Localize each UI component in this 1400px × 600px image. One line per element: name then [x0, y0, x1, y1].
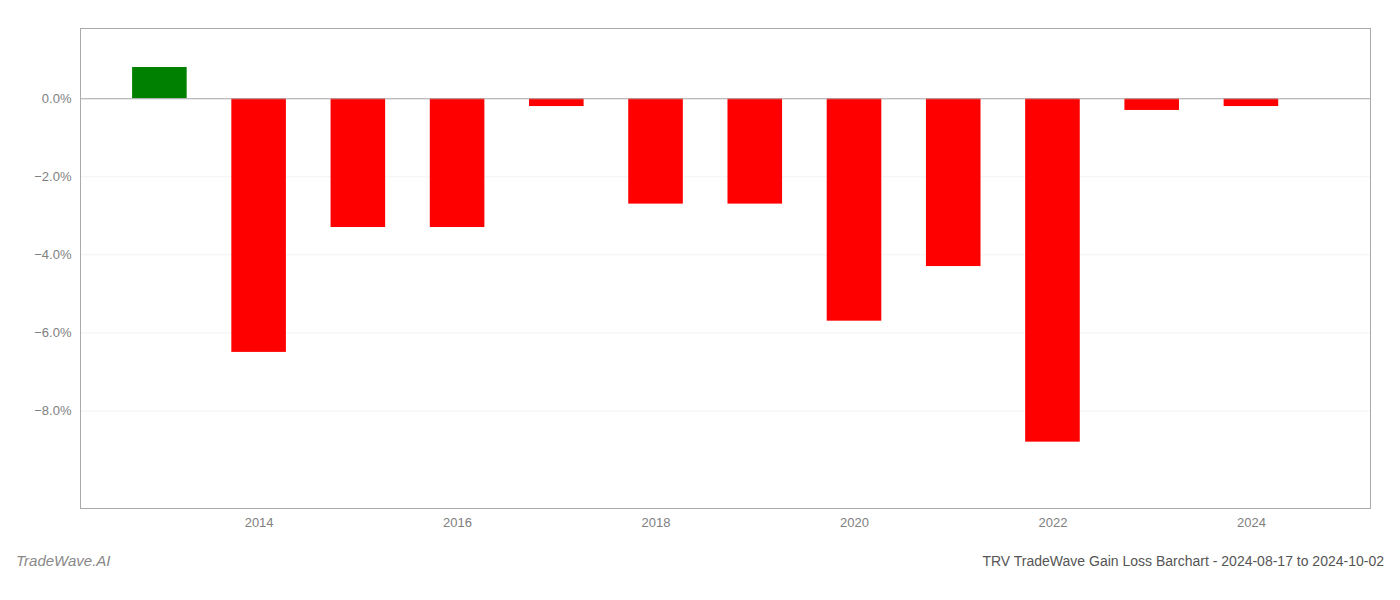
- svg-text:2016: 2016: [443, 515, 472, 530]
- html-text:TRV TradeWave Gain Loss Barcha: TRV TradeWave Gain Loss Barchart - 2024-…: [982, 553, 1384, 569]
- svg-text:0.0%: 0.0%: [42, 91, 72, 106]
- svg-text:2022: 2022: [1039, 515, 1068, 530]
- svg-text:−4.0%: −4.0%: [34, 247, 72, 262]
- svg-text:2014: 2014: [245, 515, 274, 530]
- svg-text:−8.0%: −8.0%: [34, 403, 72, 418]
- svg-text:2024: 2024: [1237, 515, 1266, 530]
- svg-text:−2.0%: −2.0%: [34, 169, 72, 184]
- svg-text:−6.0%: −6.0%: [34, 325, 72, 340]
- svg-text:2018: 2018: [642, 515, 671, 530]
- svg-text:2020: 2020: [840, 515, 869, 530]
- html-text:TradeWave.AI: TradeWave.AI: [16, 552, 111, 569]
